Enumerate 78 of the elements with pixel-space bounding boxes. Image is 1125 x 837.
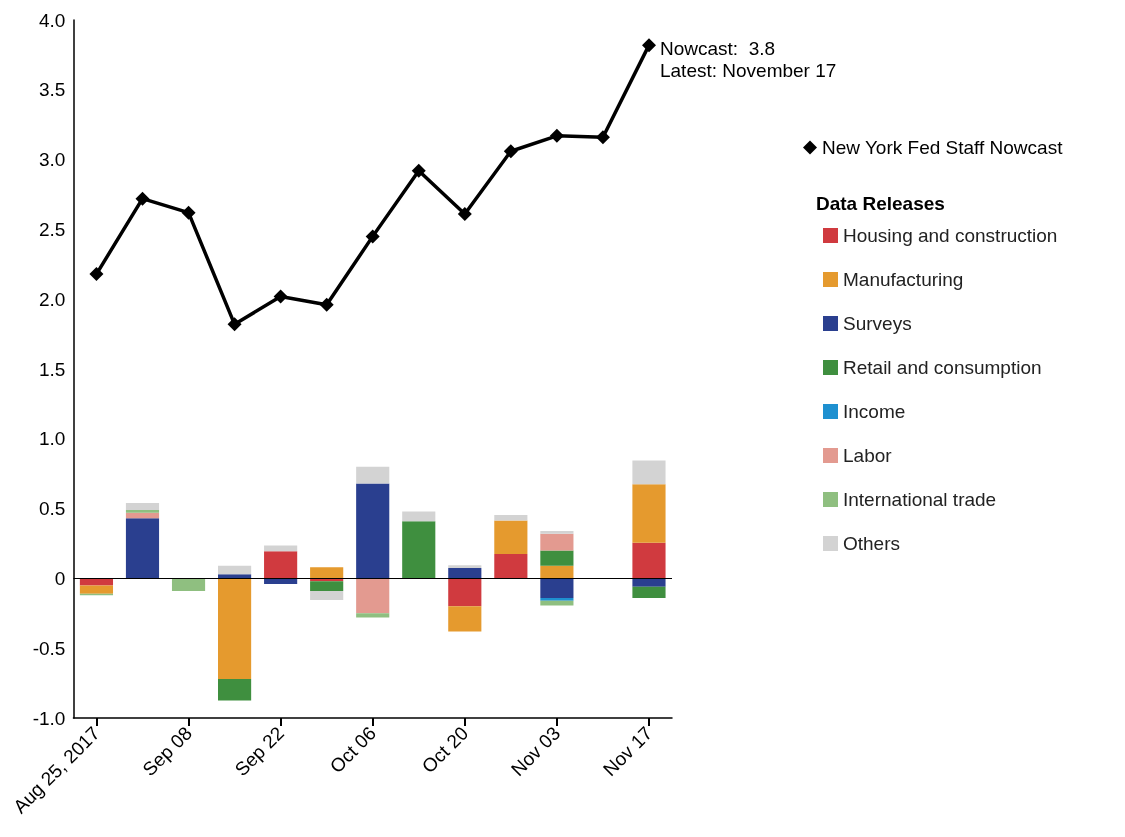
- y-tick-label: 3.5: [39, 79, 66, 101]
- bar: [448, 578, 482, 607]
- point: [549, 128, 564, 143]
- y-tick-label: 1.5: [39, 358, 66, 380]
- point: [135, 191, 150, 206]
- point: [227, 317, 242, 332]
- bar: [448, 606, 482, 632]
- legend-label: New York Fed Staff Nowcast: [822, 137, 1064, 158]
- bar: [632, 460, 666, 485]
- legend-label: International trade: [843, 489, 997, 510]
- bar: [310, 581, 344, 591]
- legend-label: Manufacturing: [843, 269, 964, 290]
- bar: [540, 600, 574, 606]
- bar: [494, 520, 528, 554]
- y-tick-label: 2.0: [39, 288, 66, 310]
- bar: [540, 597, 574, 601]
- bar: [356, 466, 390, 484]
- point: [503, 144, 518, 159]
- x-tick-label: Sep 22: [230, 722, 289, 780]
- bar: [402, 521, 436, 579]
- bar: [218, 578, 252, 679]
- point: [365, 229, 380, 244]
- x-tick-label: Nov 17: [599, 722, 657, 780]
- bar: [356, 613, 390, 618]
- bar: [125, 510, 160, 513]
- legend-label: Housing and construction: [843, 225, 1058, 246]
- point: [641, 38, 656, 53]
- y-tick-label: -0.5: [32, 637, 66, 659]
- bar: [540, 533, 574, 551]
- x-tick-label: Oct 06: [325, 722, 381, 777]
- bar: [540, 550, 574, 566]
- annotation: Latest: November 17: [659, 59, 837, 81]
- bar: [171, 578, 206, 591]
- bar: [632, 484, 666, 543]
- legend-label: Income: [843, 401, 906, 422]
- x-tick-label: Oct 20: [417, 722, 473, 777]
- x-tick-label: Nov 03: [506, 722, 565, 780]
- y-tick-label: 3.0: [39, 149, 66, 171]
- point: [181, 205, 196, 220]
- bar: [125, 503, 160, 510]
- x-tick-label: Sep 08: [138, 722, 196, 780]
- point: [411, 163, 426, 178]
- bar: [264, 551, 298, 579]
- bar: [356, 483, 390, 579]
- point: [319, 297, 334, 312]
- bar: [402, 511, 436, 522]
- bar: [632, 586, 666, 598]
- y-tick-label: 0: [54, 567, 66, 589]
- bar: [540, 530, 574, 534]
- point: [89, 267, 104, 282]
- bar: [218, 678, 252, 701]
- annotation: Nowcast: 3.8: [659, 37, 776, 59]
- legend-label: Surveys: [843, 313, 912, 334]
- bar: [310, 590, 344, 601]
- bar: [125, 518, 160, 579]
- y-tick-label: 4.0: [39, 9, 66, 31]
- point: [457, 207, 472, 222]
- legend-label: Labor: [843, 445, 893, 466]
- point: [273, 289, 288, 304]
- y-tick-label: 0.5: [39, 498, 66, 520]
- y-tick-label: 2.5: [39, 218, 66, 240]
- bar: [218, 565, 252, 575]
- bar: [310, 567, 344, 579]
- bar: [448, 567, 482, 579]
- bar: [540, 565, 574, 579]
- legend-label: Retail and consumption: [843, 357, 1042, 378]
- bar: [494, 553, 528, 579]
- point: [595, 130, 610, 145]
- bar: [79, 585, 114, 594]
- legend-label: Others: [843, 533, 901, 554]
- y-tick-label: -1.0: [32, 707, 66, 729]
- bar: [540, 578, 574, 598]
- bar: [218, 574, 252, 579]
- bar: [356, 578, 390, 614]
- bar: [632, 542, 666, 579]
- y-tick-label: 1.0: [39, 428, 66, 450]
- bar: [448, 565, 482, 568]
- legend-title: Data Releases: [816, 193, 945, 214]
